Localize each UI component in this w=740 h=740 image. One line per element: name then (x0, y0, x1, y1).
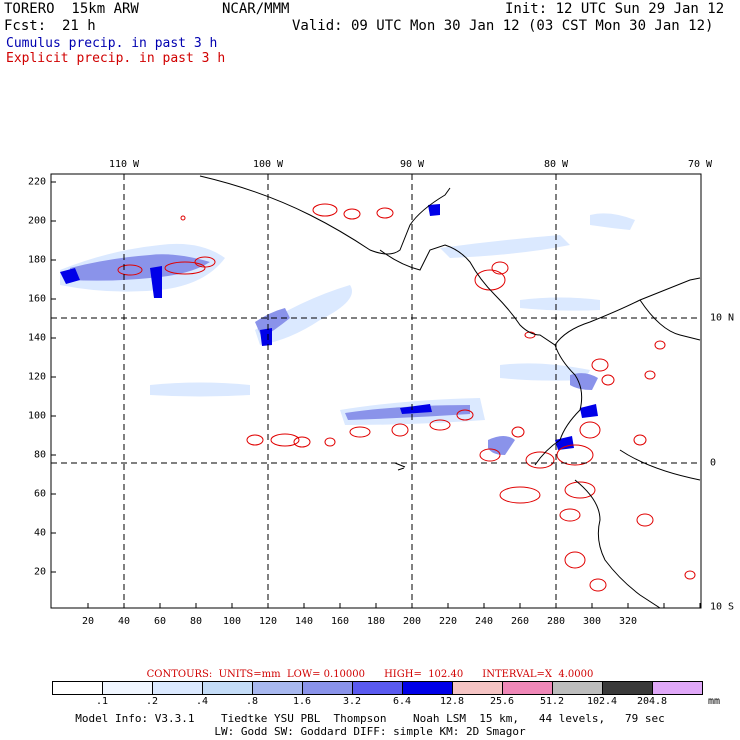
y-tick-label: 200 (27, 215, 46, 227)
lat-label-10n: 10 N (710, 312, 735, 324)
y-tick-label: 140 (27, 332, 46, 344)
y-tick-label: 120 (27, 371, 46, 383)
x-tick-label: 300 (582, 616, 602, 627)
x-tick-label: 40 (117, 616, 131, 627)
color-scale-label: .8 (245, 696, 259, 707)
model-physics: LW: Godd SW: Goddard DIFF: simple KM: 2D… (214, 725, 526, 738)
x-tick-label: 260 (510, 616, 530, 627)
y-tick-label: 80 (33, 449, 46, 461)
contour-info: CONTOURS: UNITS=mm LOW= 0.10000 HIGH= 10… (146, 669, 594, 680)
color-swatch (503, 682, 553, 694)
explicit-precip-contours (117, 203, 696, 592)
valid-time: Valid: 09 UTC Mon 30 Jan 12 (03 CST Mon … (292, 18, 714, 34)
lon-label-110w: 110 W (108, 159, 140, 170)
coastlines (199, 175, 701, 608)
lon-label-70w: 70 W (687, 159, 713, 170)
cumulus-light-areas (60, 213, 635, 425)
x-tick-label: 240 (474, 616, 494, 627)
color-scale-label: .2 (145, 696, 159, 707)
color-scale-label: .1 (95, 696, 109, 707)
color-swatch (303, 682, 353, 694)
y-tick-label: 220 (27, 176, 46, 188)
y-tick-label: 100 (27, 410, 46, 422)
y-tick-label: 40 (33, 527, 46, 539)
x-tick-label: 20 (81, 616, 95, 627)
x-tick-label: 80 (189, 616, 203, 627)
color-swatch (603, 682, 653, 694)
color-swatch (203, 682, 253, 694)
color-swatch (353, 682, 403, 694)
cumulus-legend: Cumulus precip. in past 3 h (6, 36, 218, 51)
color-swatch (453, 682, 503, 694)
color-scale-label: .4 (195, 696, 209, 707)
y-tick-label: 60 (33, 488, 46, 500)
y-tick-label: 20 (33, 566, 46, 578)
color-swatch (253, 682, 303, 694)
model-info: Model Info: V3.3.1 Tiedtke YSU PBL Thomp… (75, 712, 665, 725)
org-label: NCAR/MMM (222, 1, 290, 17)
color-swatch (653, 682, 702, 694)
lon-label-100w: 100 W (252, 159, 284, 170)
color-scale-label: 12.8 (439, 696, 465, 707)
y-tick-label: 160 (27, 293, 46, 305)
color-scale-label: 25.6 (489, 696, 515, 707)
y-tick-label: 180 (27, 254, 46, 266)
map-frame (50, 173, 702, 609)
color-scale-label: 1.6 (292, 696, 312, 707)
lon-label-80w: 80 W (543, 159, 569, 170)
color-swatch (153, 682, 203, 694)
x-tick-label: 160 (330, 616, 350, 627)
x-tick-label: 180 (366, 616, 386, 627)
color-scale-label: 51.2 (539, 696, 565, 707)
x-tick-label: 280 (546, 616, 566, 627)
axis-ticks (51, 181, 701, 608)
forecast-hour: 21 h (62, 18, 96, 34)
x-tick-label: 140 (294, 616, 314, 627)
color-scale-label: 3.2 (342, 696, 362, 707)
x-tick-label: 220 (438, 616, 458, 627)
color-swatch (403, 682, 453, 694)
init-time: Init: 12 UTC Sun 29 Jan 12 (505, 1, 725, 17)
color-scale-label: 6.4 (392, 696, 412, 707)
x-tick-label: 60 (153, 616, 167, 627)
lat-lon-grid (51, 174, 701, 608)
explicit-legend: Explicit precip. in past 3 h (6, 51, 226, 66)
lon-label-90w: 90 W (399, 159, 425, 170)
color-scale-bar (52, 681, 703, 695)
model-title: TORERO 15km ARW (4, 1, 139, 17)
color-swatch (103, 682, 153, 694)
color-scale-unit: mm (708, 696, 721, 707)
forecast-label: Fcst: (4, 18, 47, 34)
lat-label-10s: 10 S (710, 601, 735, 613)
x-tick-label: 120 (258, 616, 278, 627)
color-swatch (53, 682, 103, 694)
x-tick-label: 100 (222, 616, 242, 627)
color-swatch (553, 682, 603, 694)
x-tick-label: 320 (618, 616, 638, 627)
lat-label-0: 0 (710, 457, 717, 469)
color-scale-label: 204.8 (636, 696, 668, 707)
x-tick-label: 200 (402, 616, 422, 627)
color-scale-label: 102.4 (586, 696, 618, 707)
